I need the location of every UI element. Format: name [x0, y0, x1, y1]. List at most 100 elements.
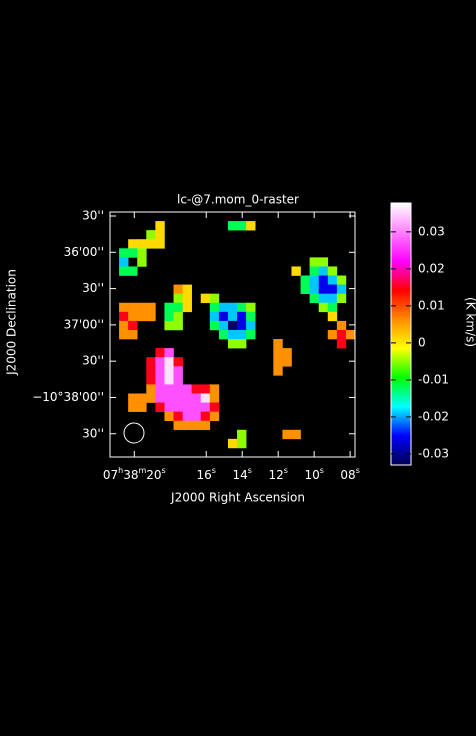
x-tick-label: 16s — [197, 466, 216, 482]
pixel — [173, 384, 183, 394]
pixel — [155, 221, 165, 231]
pixel — [155, 402, 165, 412]
pixel — [345, 329, 356, 340]
pixel — [137, 393, 147, 403]
pixel — [282, 429, 292, 440]
colorbar — [390, 202, 412, 466]
pixel — [182, 293, 192, 304]
pixel — [173, 284, 183, 294]
pixel — [246, 320, 256, 331]
pixel — [282, 348, 292, 358]
pixel — [155, 239, 165, 249]
pixel — [309, 293, 320, 304]
pixel — [128, 320, 138, 331]
plot-frame — [109, 211, 356, 458]
pixel — [119, 248, 129, 258]
pixel — [237, 339, 247, 349]
pixel — [146, 302, 156, 313]
pixel — [128, 248, 138, 258]
colorbar-tick-label: 0.02 — [418, 261, 445, 275]
pixel — [191, 420, 202, 431]
pixel — [173, 420, 183, 431]
x-tick-label: 08s — [340, 466, 359, 482]
pixel — [182, 420, 192, 431]
pixel — [128, 311, 138, 322]
pixel — [191, 393, 202, 403]
pixel — [237, 311, 247, 322]
pixel — [327, 329, 338, 340]
y-tick-label: 36'00'' — [64, 245, 104, 259]
pixel — [128, 239, 138, 249]
pixel — [318, 302, 329, 313]
colorbar-tick-label: 0.03 — [418, 224, 445, 238]
pixel — [182, 384, 192, 394]
pixel — [155, 357, 165, 367]
pixel — [137, 302, 147, 313]
pixel — [209, 402, 220, 412]
pixel — [173, 320, 183, 331]
pixel — [191, 402, 202, 412]
pixel — [137, 402, 147, 412]
pixel — [119, 311, 129, 322]
pixel — [146, 311, 156, 322]
pixel — [128, 302, 138, 313]
pixel — [282, 357, 292, 367]
pixel — [246, 302, 256, 313]
x-tick-label: 10s — [304, 466, 323, 482]
pixel — [318, 293, 329, 304]
pixel — [327, 293, 338, 304]
pixel — [246, 329, 256, 340]
pixel — [291, 266, 301, 276]
pixel — [128, 266, 138, 276]
y-tick-label: 37'00'' — [64, 317, 104, 331]
pixel — [200, 411, 211, 422]
pixel — [327, 275, 338, 285]
pixel — [146, 375, 156, 385]
pixel — [227, 320, 238, 331]
pixel — [164, 366, 174, 376]
pixel — [336, 329, 347, 340]
pixel — [146, 357, 156, 367]
pixel — [146, 384, 156, 394]
y-tick-label: 30'' — [82, 354, 104, 368]
x-tick-label: 12s — [268, 466, 287, 482]
pixel — [209, 411, 220, 422]
pixel — [227, 302, 238, 313]
y-tick-label: 30'' — [82, 281, 104, 295]
pixel — [182, 284, 192, 294]
pixel — [164, 393, 174, 403]
pixel — [128, 329, 138, 340]
pixel — [155, 348, 165, 358]
pixel — [318, 257, 329, 267]
pixel — [137, 248, 147, 258]
pixel — [318, 266, 329, 276]
pixel — [191, 384, 202, 394]
pixel — [137, 257, 147, 267]
pixel — [246, 311, 256, 322]
pixel — [273, 348, 283, 358]
pixel — [327, 266, 338, 276]
pixel — [164, 348, 174, 358]
beam — [123, 422, 145, 444]
pixel — [200, 293, 211, 304]
x-tick-label: 14s — [232, 466, 251, 482]
y-tick-label: 30'' — [82, 426, 104, 440]
pixel — [164, 402, 174, 412]
pixel — [119, 302, 129, 313]
pixel — [291, 429, 301, 440]
y-tick-label: −10°38'00'' — [32, 390, 104, 404]
pixel — [155, 393, 165, 403]
pixel — [200, 420, 211, 431]
pixel — [209, 320, 220, 331]
pixel — [309, 266, 320, 276]
pixel — [237, 429, 247, 440]
pixel — [119, 266, 129, 276]
pixel — [309, 284, 320, 294]
pixel — [218, 311, 229, 322]
pixel — [155, 384, 165, 394]
pixel — [318, 284, 329, 294]
pixel — [173, 311, 183, 322]
colorbar-tick-label: -0.02 — [418, 409, 449, 423]
pixel — [300, 284, 310, 294]
